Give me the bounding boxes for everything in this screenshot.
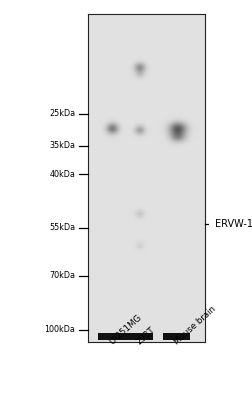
Text: 25kDa: 25kDa — [49, 110, 75, 118]
Bar — [125, 333, 152, 340]
Bar — [87, 14, 204, 342]
Text: ERVW-1: ERVW-1 — [214, 219, 252, 229]
Text: 35kDa: 35kDa — [49, 142, 75, 150]
Text: 100kDa: 100kDa — [44, 326, 75, 334]
Text: U-251MG: U-251MG — [108, 312, 143, 346]
Bar — [98, 333, 125, 340]
Text: 70kDa: 70kDa — [49, 272, 75, 280]
Bar — [163, 333, 190, 340]
Text: 40kDa: 40kDa — [49, 170, 75, 178]
Text: 55kDa: 55kDa — [49, 224, 75, 232]
Text: 293T: 293T — [135, 325, 156, 346]
Text: Mouse brain: Mouse brain — [172, 304, 217, 346]
